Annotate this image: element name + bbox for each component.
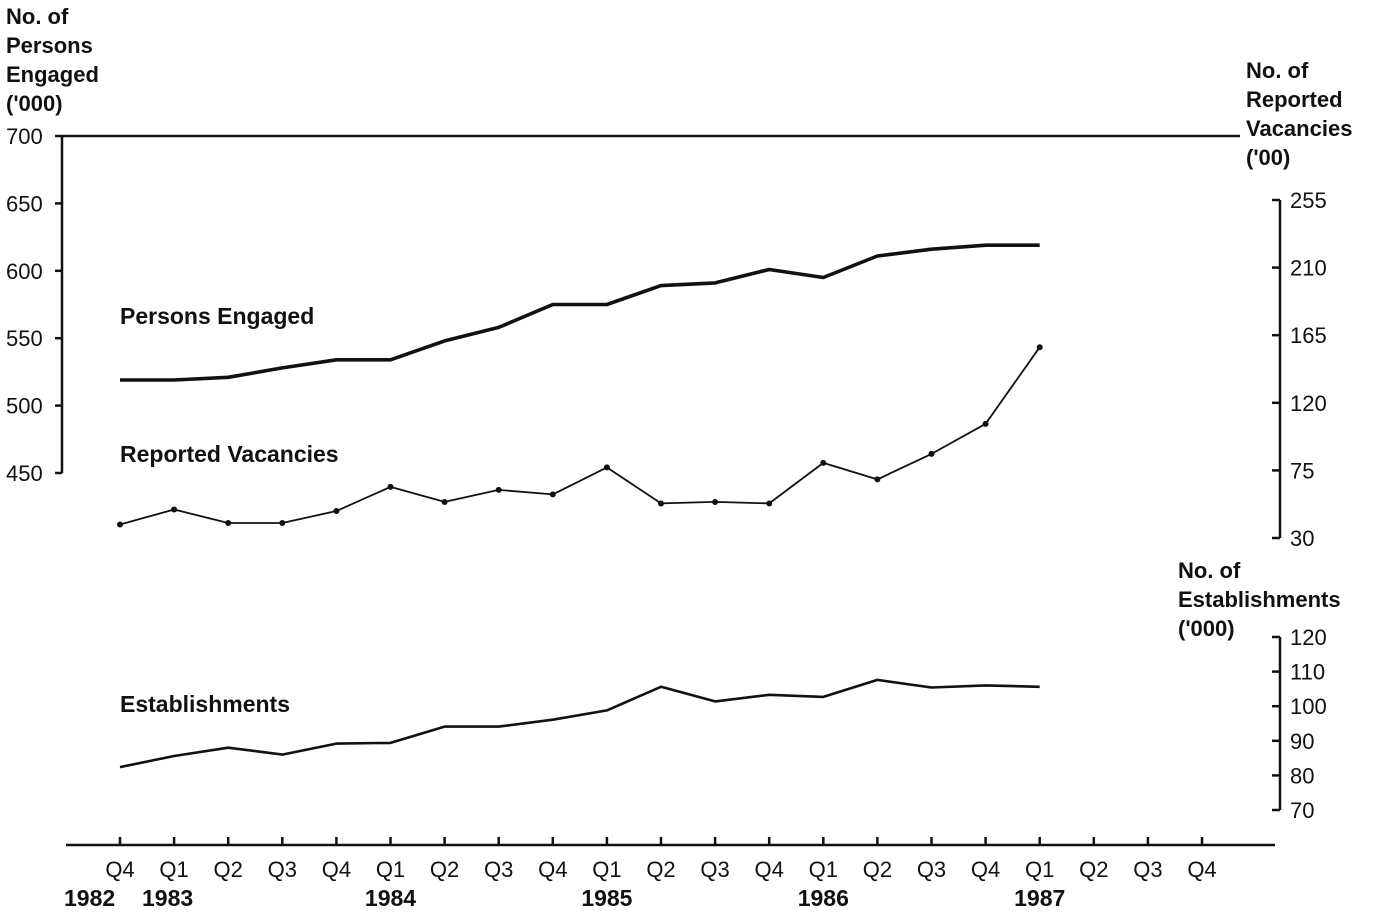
persons-tick-label: 450 [6, 461, 43, 486]
vacancies-point [820, 459, 827, 466]
series-line-reported-vacancies [119, 346, 1041, 526]
vacancies-axis-title-line: ('00) [1246, 145, 1290, 170]
establishments-tick-label: 80 [1290, 763, 1314, 788]
persons-tick-label: 650 [6, 191, 43, 216]
establishments-tick-label: 100 [1290, 694, 1327, 719]
axes-layer: 700 650 600 550 500 450 255 210 165 120 75 30 120 110… [6, 124, 1327, 823]
vacancies-point [171, 506, 178, 513]
vacancies-point [117, 521, 123, 528]
x-tick-label: Q1 [376, 857, 405, 882]
vacancies-tick-label: 30 [1290, 526, 1314, 551]
establishments-tick-label: 70 [1290, 798, 1314, 823]
x-tick-label: Q2 [214, 857, 243, 882]
x-year-label: 1985 [581, 885, 632, 911]
x-tick-label: Q3 [917, 857, 946, 882]
x-tick-label: Q3 [268, 857, 297, 882]
vacancies-tick-label: 255 [1290, 188, 1327, 213]
persons-tick-label: 700 [6, 124, 43, 149]
x-year-label: 1982 [64, 885, 115, 911]
vacancies-axis-title-line: Vacancies [1246, 116, 1352, 141]
vacancies-tick-label: 75 [1290, 458, 1314, 483]
x-year-label: 1983 [142, 885, 193, 911]
x-tick-label: Q4 [755, 857, 784, 882]
establishments-tick-label: 90 [1290, 729, 1314, 754]
vacancies-axis-title-line: Reported [1246, 87, 1343, 112]
persons-tick-label: 550 [6, 326, 43, 351]
x-tick-label: Q4 [105, 857, 134, 882]
vacancies-point [712, 498, 719, 505]
vacancies-tick-label: 120 [1290, 391, 1327, 416]
vacancies-point [279, 519, 286, 526]
establishments-tick-label: 120 [1290, 625, 1327, 650]
x-tick-label: Q4 [971, 857, 1000, 882]
vacancies-point [333, 507, 340, 514]
vacancies-point [766, 500, 773, 507]
vacancies-point [982, 420, 989, 427]
vacancies-point [495, 486, 502, 493]
vacancies-point [874, 476, 881, 483]
establishments-tick-label: 110 [1290, 660, 1325, 685]
persons-tick-label: 500 [6, 394, 43, 419]
vacancies-tick-label: 165 [1290, 323, 1327, 348]
series-label-establishments: Establishments [120, 691, 290, 717]
axis-titles: No. of Persons Engaged ('000) No. of Reported… [6, 4, 1352, 641]
x-tick-label: Q1 [159, 857, 188, 882]
x-year-label: 1987 [1014, 885, 1065, 911]
x-tick-label: Q4 [538, 857, 567, 882]
x-tick-label: Q3 [1133, 857, 1162, 882]
establishments-axis-title-line: ('000) [1178, 616, 1235, 641]
x-year-label: 1986 [798, 885, 849, 911]
x-tick-label: Q1 [809, 857, 838, 882]
persons-axis-title-line: Persons [6, 33, 93, 58]
x-tick-label: Q1 [592, 857, 621, 882]
persons-axis-title-line: ('000) [6, 91, 63, 116]
establishments-axis-title-line: Establishments [1178, 587, 1341, 612]
x-tick-label: Q2 [1079, 857, 1108, 882]
vacancies-point [603, 464, 610, 471]
establishments-axis-title-line: No. of [1178, 558, 1241, 583]
vacancies-tick-label: 210 [1290, 256, 1327, 281]
x-tick-label: Q2 [863, 857, 892, 882]
series-layer [117, 243, 1043, 769]
x-tick-label: Q1 [1025, 857, 1054, 882]
series-line-persons-engaged [120, 243, 1040, 382]
x-tick-label: Q2 [646, 857, 675, 882]
persons-axis-title-line: No. of [6, 4, 69, 29]
vacancies-point [387, 483, 394, 490]
vacancies-point [549, 491, 556, 498]
x-tick-label: Q3 [484, 857, 513, 882]
vacancies-axis-title-line: No. of [1246, 58, 1309, 83]
x-axis: Q4 Q1 Q2 Q3 Q4 Q1 Q2 Q3 Q4 Q1 Q2 Q3 Q4 Q1 Q2 Q3 Q4 Q1 Q2 Q3… [64, 837, 1275, 911]
persons-tick-label: 600 [6, 259, 43, 284]
x-tick-label: Q4 [1187, 857, 1216, 882]
series-label-reported-vacancies: Reported Vacancies [120, 441, 339, 467]
x-tick-label: Q3 [700, 857, 729, 882]
series-labels: Persons Engaged Reported Vacancies Establi… [120, 303, 339, 717]
x-tick-label: Q2 [430, 857, 459, 882]
persons-axis-title-line: Engaged [6, 62, 99, 87]
x-tick-label: Q4 [322, 857, 351, 882]
x-year-label: 1984 [365, 885, 416, 911]
vacancies-point [658, 500, 664, 507]
vacancies-point [928, 450, 935, 457]
vacancies-point [441, 498, 448, 505]
vacancies-point [1036, 344, 1043, 351]
vacancies-point [225, 519, 232, 526]
series-label-persons-engaged: Persons Engaged [120, 303, 314, 329]
series-line-establishments [119, 678, 1040, 769]
